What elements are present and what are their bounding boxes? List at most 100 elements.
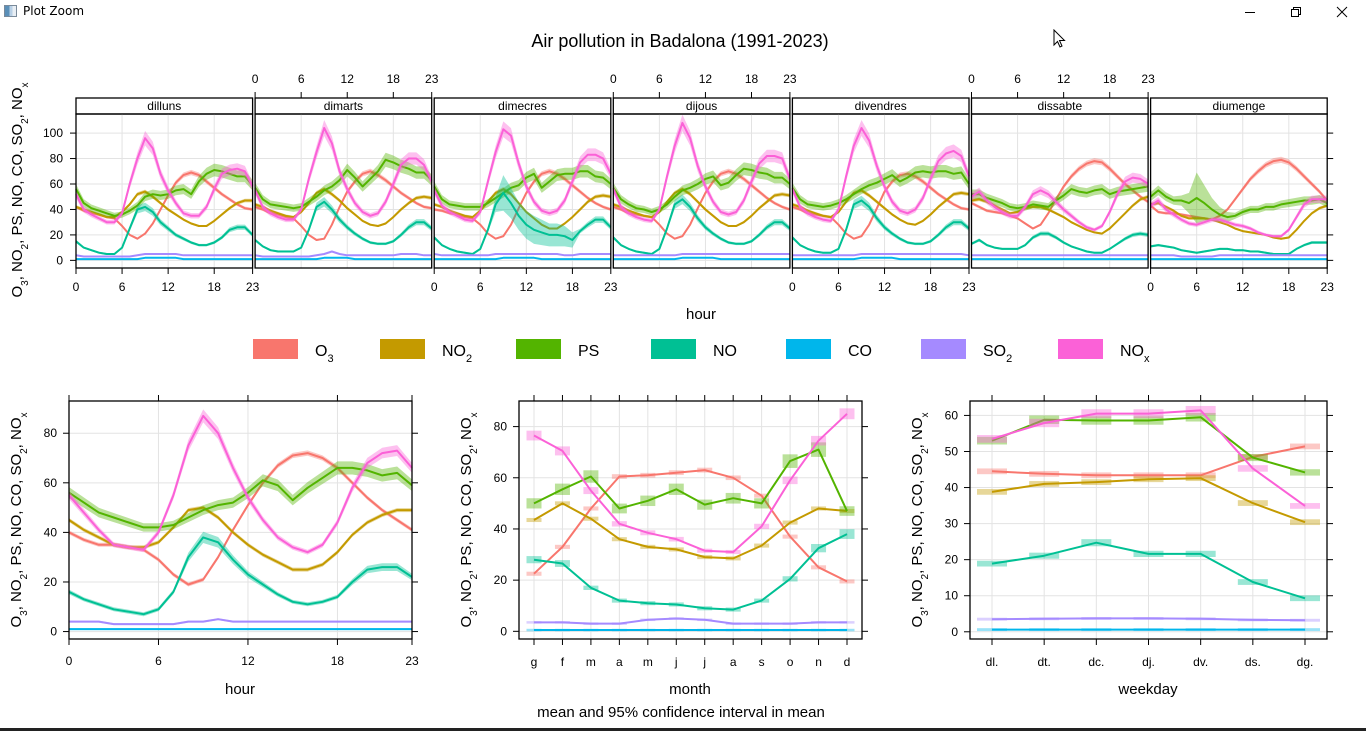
series-line-so2 xyxy=(991,617,1306,622)
legend-swatch xyxy=(651,339,696,359)
legend-swatch xyxy=(516,339,561,359)
ci-band-no xyxy=(613,194,790,256)
series-line-no2 xyxy=(1150,202,1328,240)
x-tick-label: 6 xyxy=(298,72,305,86)
panel-dilluns: dilluns 0 6 12 18 23 0 20 40 60 80 100 xyxy=(43,97,260,294)
app-icon xyxy=(4,5,17,17)
series-line-nox xyxy=(533,413,848,553)
ci-box-o3 xyxy=(526,571,542,576)
legend-swatch xyxy=(921,339,966,359)
legend-item-co: CO xyxy=(786,339,872,360)
x-tick-label: 12 xyxy=(341,72,355,86)
legend-label: CO xyxy=(848,343,872,360)
legend-item-nox: NOx xyxy=(1058,339,1150,365)
x-axis-label: month xyxy=(669,681,711,698)
x-tick-label: 18 xyxy=(745,72,759,86)
y-tick-label: 20 xyxy=(494,573,508,587)
x-tick-label: 6 xyxy=(656,72,663,86)
y-tick-label: 40 xyxy=(44,525,58,539)
x-tick-label: 23 xyxy=(783,72,797,86)
x-tick-label: dj. xyxy=(1142,655,1155,669)
ci-band-o3 xyxy=(1150,156,1328,221)
legend-label: NO xyxy=(713,343,737,360)
minimize-button[interactable] xyxy=(1227,0,1273,24)
ci-band-ps xyxy=(971,181,1149,212)
y-tick-label: 40 xyxy=(494,522,508,536)
panel-frame xyxy=(254,113,433,269)
y-tick-label: 60 xyxy=(44,476,58,490)
x-tick-label: 18 xyxy=(1282,280,1296,294)
x-tick-label: 0 xyxy=(431,280,438,294)
series-line-o3 xyxy=(434,170,612,240)
series-line-ps xyxy=(533,448,848,512)
ci-band-ps xyxy=(613,162,790,216)
series-line-ps xyxy=(254,158,433,210)
series-line-ps xyxy=(791,170,970,208)
x-tick-label: 23 xyxy=(962,280,976,294)
series-line-no xyxy=(533,533,848,611)
legend-swatch xyxy=(380,339,425,359)
legend-label: PS xyxy=(578,343,599,360)
x-tick-label: 6 xyxy=(477,280,484,294)
x-tick-label: 18 xyxy=(924,280,938,294)
y-tick-label: 60 xyxy=(945,408,959,422)
series-line-no2 xyxy=(75,190,253,227)
restore-button[interactable] xyxy=(1273,0,1319,24)
y-tick-label: 60 xyxy=(50,177,64,191)
series-line-o3 xyxy=(971,160,1149,230)
x-tick-label: ds. xyxy=(1245,655,1261,669)
strip-label: dijous xyxy=(686,99,717,113)
x-tick-label: m xyxy=(643,655,653,669)
y-axis-label: O3, NO2, PS, NO, CO, SO2, NOx xyxy=(8,412,30,627)
y-axis-label: O3, NO2, PS, NO, CO, SO2, NOx xyxy=(458,412,480,627)
strip-label: dissabte xyxy=(1037,99,1082,113)
x-tick-label: 0 xyxy=(789,280,796,294)
legend-label: O3 xyxy=(315,343,334,365)
series-line-ps xyxy=(68,466,413,529)
y-tick-label: 80 xyxy=(50,152,64,166)
y-tick-label: 0 xyxy=(50,625,57,639)
series-line-so2 xyxy=(1150,254,1328,258)
series-line-nox xyxy=(254,127,433,221)
y-tick-label: 0 xyxy=(500,624,507,638)
x-tick-label: 0 xyxy=(1147,280,1154,294)
y-tick-label: 30 xyxy=(945,517,959,531)
x-tick-label: 18 xyxy=(566,280,580,294)
x-tick-label: m xyxy=(586,655,596,669)
ci-box-ps xyxy=(839,506,855,516)
series-line-ps xyxy=(991,416,1306,474)
series-line-no xyxy=(433,191,612,255)
strip-label: divendres xyxy=(855,99,907,113)
x-tick-label: 6 xyxy=(119,280,126,294)
window-titlebar: Plot Zoom xyxy=(0,0,1366,24)
x-tick-label: s xyxy=(759,655,765,669)
ci-box-no2 xyxy=(839,508,855,514)
bottom-caption: mean and 95% confidence interval in mean xyxy=(537,704,825,721)
series-line-nox xyxy=(68,414,413,554)
legend-label: SO2 xyxy=(983,343,1012,365)
strip-label: diumenge xyxy=(1213,99,1266,113)
ci-band-no xyxy=(792,195,969,254)
y-tick-label: 40 xyxy=(945,481,959,495)
close-button[interactable] xyxy=(1319,0,1365,24)
legend-item-so2: SO2 xyxy=(921,339,1012,365)
series-line-nox xyxy=(612,121,791,222)
x-tick-label: 12 xyxy=(241,654,255,668)
x-tick-label: 23 xyxy=(1141,72,1155,86)
x-tick-label: 6 xyxy=(1193,280,1200,294)
x-tick-label: dg. xyxy=(1297,655,1314,669)
y-tick-label: 60 xyxy=(494,471,508,485)
x-tick-label: dt. xyxy=(1037,655,1050,669)
x-tick-label: 12 xyxy=(1236,280,1250,294)
x-tick-label: 23 xyxy=(604,280,618,294)
legend-swatch xyxy=(253,339,298,359)
series-line-no2 xyxy=(612,188,791,227)
ci-box-no xyxy=(839,529,855,539)
ci-box-nox xyxy=(839,408,855,420)
legend-swatch xyxy=(1058,339,1103,359)
top-y-axis-label: O3, NO2, PS, NO, CO, SO2, NOx xyxy=(9,82,31,297)
x-tick-label: d xyxy=(844,655,851,669)
legend: O3 NO2 PS NO CO SO2 NOx xyxy=(253,339,1150,365)
